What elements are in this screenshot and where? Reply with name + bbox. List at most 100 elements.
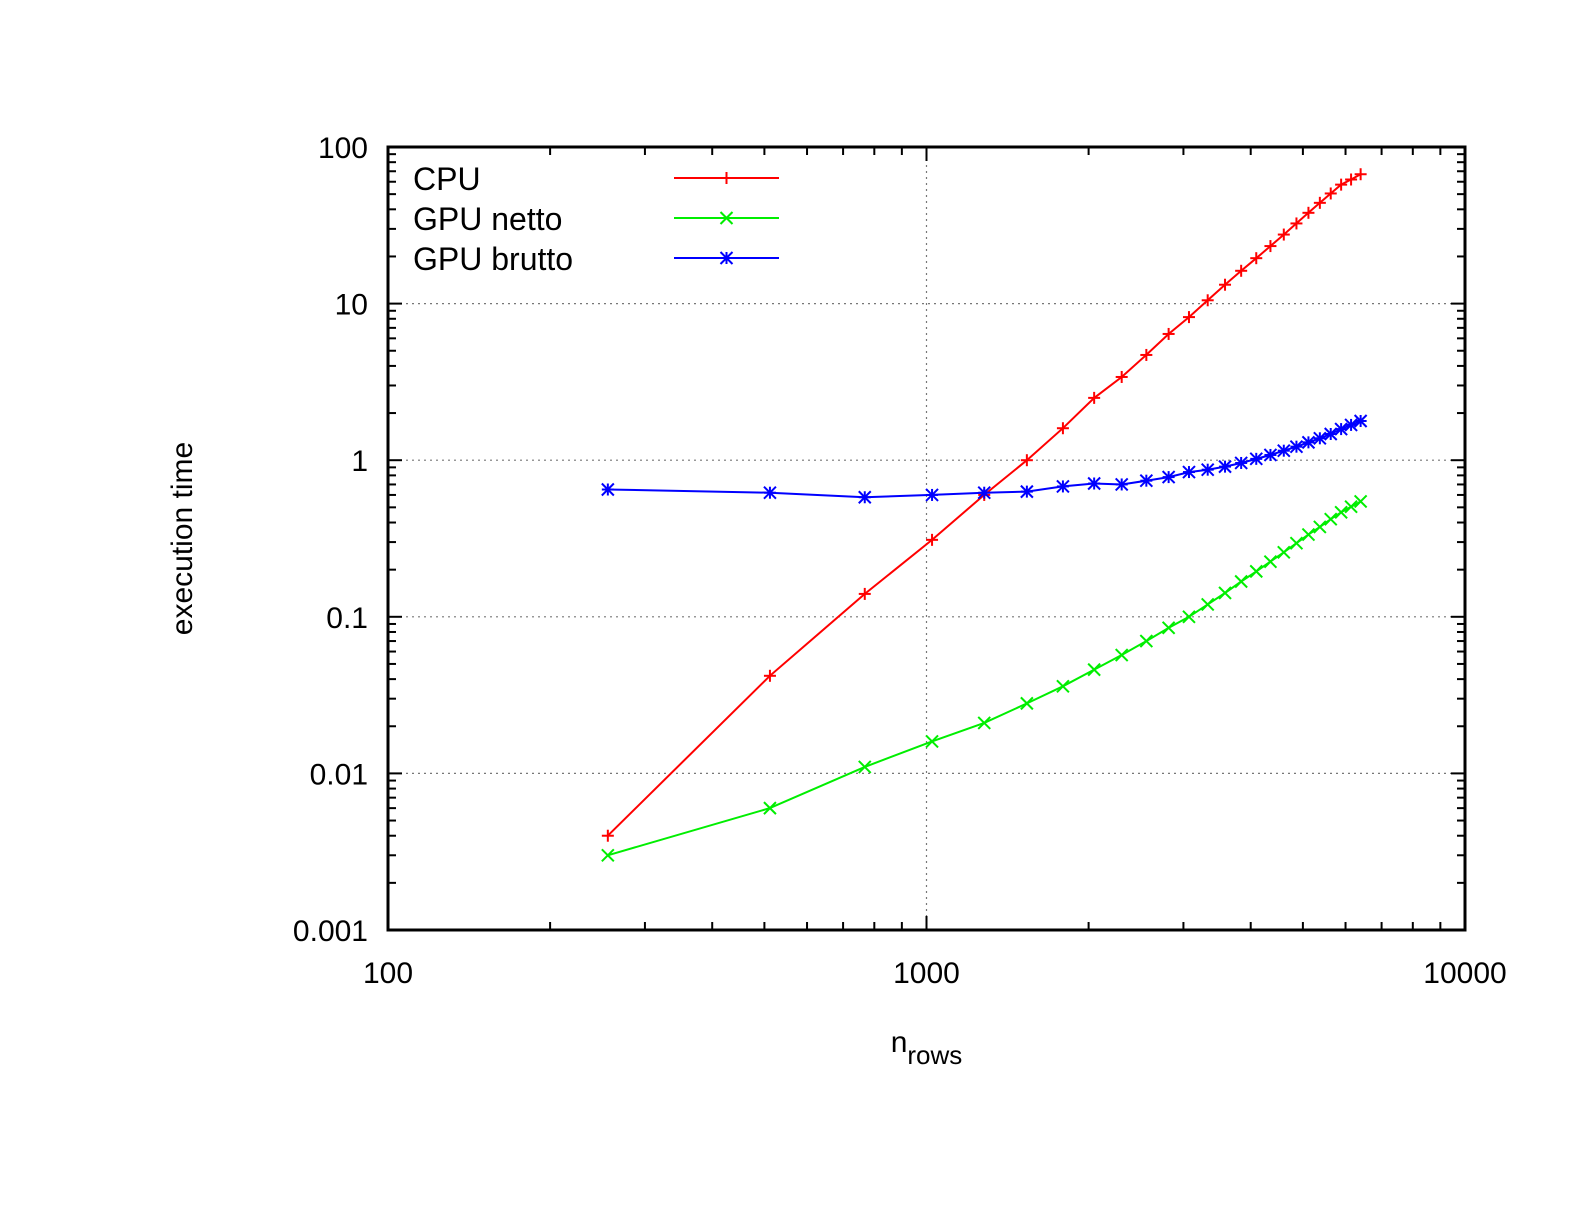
data-point-gpu-brutto (1289, 439, 1304, 454)
data-point-gpu-netto (1277, 545, 1291, 560)
legend-label-cpu: CPU (413, 161, 481, 197)
legend-label-gpu-brutto: GPU brutto (413, 241, 573, 277)
plot-frame (386, 145, 1467, 932)
legend-label-gpu-netto: GPU netto (413, 201, 562, 237)
data-point-cpu (1250, 252, 1263, 265)
data-point-gpu-netto (763, 801, 777, 815)
data-point-cpu (601, 829, 614, 842)
data-point-cpu (1201, 294, 1214, 307)
data-point-gpu-netto (1056, 679, 1070, 693)
data-point-cpu (1020, 454, 1033, 467)
data-point-gpu-brutto (1263, 448, 1278, 462)
y-tick-label: 100 (318, 132, 368, 165)
data-point-gpu-netto (1324, 512, 1338, 526)
data-point-cpu (1115, 370, 1128, 383)
data-point-gpu-brutto (1087, 476, 1101, 491)
data-point-gpu-netto (1114, 648, 1129, 662)
legend: CPU GPU netto GPU brutto (413, 161, 779, 277)
y-axis-label: execution time (166, 442, 199, 635)
data-point-gpu-brutto (1313, 431, 1327, 446)
data-point-gpu-netto (1334, 505, 1348, 519)
legend-marker-gpu-brutto (719, 251, 734, 265)
series-gpu-netto (601, 494, 1368, 862)
data-point-cpu (1182, 311, 1195, 324)
data-point-gpu-brutto (1200, 462, 1215, 477)
data-point-cpu (1088, 391, 1101, 404)
data-point-cpu (1277, 228, 1290, 241)
data-point-gpu-netto (1087, 662, 1101, 677)
y-tick-label: 10 (335, 289, 368, 322)
data-point-gpu-netto (858, 760, 872, 774)
data-point-cpu (1345, 173, 1358, 186)
data-point-cpu (1219, 278, 1232, 291)
x-tick-label: 10000 (1423, 957, 1506, 990)
data-point-gpu-brutto (1218, 459, 1232, 474)
data-point-gpu-brutto (1249, 452, 1263, 466)
y-tick-label: 0.001 (293, 915, 368, 948)
data-point-gpu-netto (601, 848, 615, 862)
data-point-cpu (926, 533, 939, 546)
data-point-gpu-brutto (1277, 443, 1291, 458)
data-point-gpu-brutto (763, 486, 777, 500)
data-point-cpu (1302, 206, 1315, 219)
data-point-gpu-brutto (858, 490, 872, 504)
data-point-gpu-netto (925, 734, 939, 749)
series-gpu-brutto (601, 414, 1368, 504)
data-point-gpu-brutto (1056, 479, 1070, 494)
data-point-cpu (1264, 240, 1277, 253)
data-point-gpu-netto (1344, 499, 1358, 514)
data-point-cpu (1140, 348, 1153, 361)
data-point-gpu-netto (977, 716, 991, 730)
data-point-gpu-netto (1289, 536, 1304, 550)
data-point-gpu-brutto (1301, 435, 1316, 450)
data-point-cpu (1354, 168, 1367, 181)
data-point-cpu (1235, 264, 1248, 277)
data-point-gpu-netto (1353, 494, 1368, 509)
data-point-gpu-netto (1313, 520, 1327, 534)
data-point-cpu (1335, 178, 1348, 191)
data-point-gpu-brutto (1353, 414, 1368, 428)
data-point-cpu (1162, 327, 1175, 340)
data-point-gpu-netto (1161, 621, 1176, 635)
data-point-cpu (1290, 217, 1303, 230)
data-point-gpu-brutto (1161, 470, 1176, 484)
x-tick-label: 1000 (893, 957, 960, 990)
y-tick-label: 0.1 (326, 602, 368, 635)
data-point-cpu (1313, 196, 1326, 209)
data-point-gpu-netto (1139, 634, 1154, 648)
y-tick-label: 0.01 (310, 758, 368, 791)
data-point-gpu-brutto (977, 486, 991, 500)
x-axis-label-main: n (891, 1026, 908, 1059)
y-tick-label: 1 (351, 445, 368, 478)
x-axis-label: nrows (891, 1026, 963, 1070)
data-point-gpu-netto (1263, 554, 1278, 569)
legend-marker-cpu (720, 172, 733, 184)
data-point-cpu (763, 669, 776, 682)
data-point-gpu-brutto (1114, 477, 1129, 492)
grid (388, 147, 1465, 930)
data-point-gpu-brutto (925, 488, 939, 502)
data-point-cpu (1056, 422, 1069, 435)
data-point-gpu-brutto (1020, 484, 1034, 499)
data-point-gpu-brutto (1234, 456, 1248, 470)
data-point-gpu-netto (1020, 696, 1034, 711)
data-point-cpu (858, 587, 871, 600)
data-point-gpu-brutto (1324, 427, 1338, 441)
series (601, 168, 1368, 862)
data-point-gpu-netto (1234, 574, 1248, 589)
tick-labels: 100 1000 10000 0.001 0.01 0.1 1 10 100 (293, 132, 1507, 990)
data-point-gpu-brutto (1182, 465, 1196, 479)
data-point-gpu-netto (1301, 527, 1316, 542)
data-point-gpu-netto (1200, 597, 1215, 612)
data-point-gpu-brutto (1139, 473, 1154, 488)
data-point-gpu-netto (1218, 586, 1232, 600)
x-axis-label-subscript: rows (907, 1040, 962, 1070)
x-tick-label: 100 (363, 957, 413, 990)
data-point-gpu-brutto (601, 482, 615, 497)
data-point-gpu-netto (1182, 610, 1196, 624)
legend-marker-gpu-netto (719, 211, 734, 225)
data-point-gpu-netto (1249, 564, 1263, 579)
data-point-cpu (1324, 187, 1337, 200)
